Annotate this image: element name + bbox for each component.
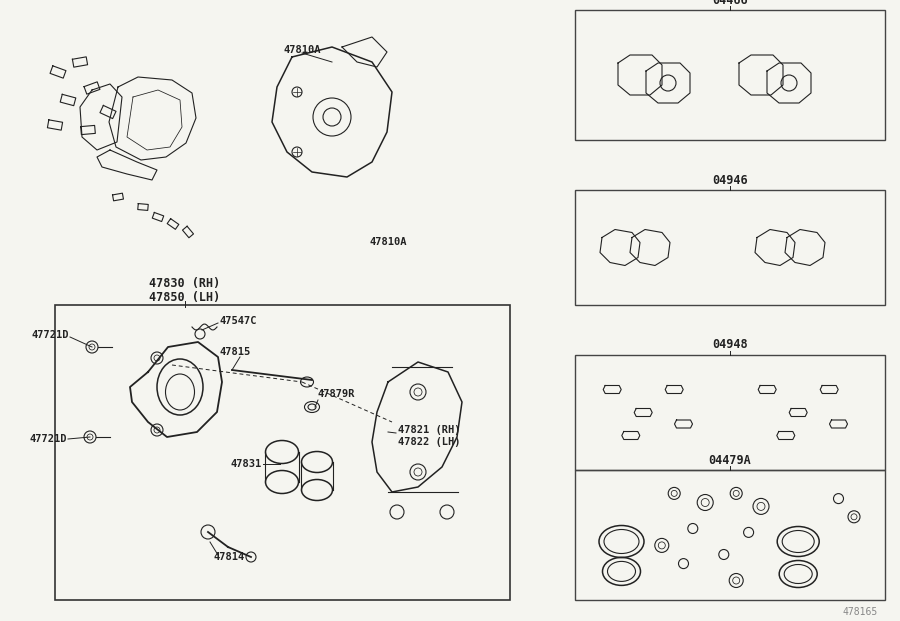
Text: 47850 (LH): 47850 (LH) — [149, 291, 220, 304]
Text: 04948: 04948 — [712, 338, 748, 351]
Bar — [575, 355, 885, 470]
Text: 47815: 47815 — [219, 347, 250, 357]
Text: 47721D: 47721D — [30, 434, 67, 444]
Text: 478165: 478165 — [842, 607, 878, 617]
Text: 47879R: 47879R — [318, 389, 356, 399]
Text: 47721D: 47721D — [32, 330, 69, 340]
Text: 47822 (LH): 47822 (LH) — [398, 437, 461, 447]
Bar — [575, 10, 885, 140]
Text: 47830 (RH): 47830 (RH) — [149, 278, 220, 291]
Text: 04466: 04466 — [712, 0, 748, 6]
Bar — [575, 190, 885, 305]
Text: 04479A: 04479A — [708, 453, 752, 466]
Text: 47810A: 47810A — [284, 45, 320, 55]
Text: 47810A: 47810A — [369, 237, 407, 247]
Text: 47831: 47831 — [230, 459, 262, 469]
Bar — [575, 470, 885, 600]
Bar — [55, 305, 510, 600]
Text: 04946: 04946 — [712, 173, 748, 186]
Text: 47547C: 47547C — [219, 316, 256, 326]
Text: 47814: 47814 — [213, 552, 244, 562]
Text: 47821 (RH): 47821 (RH) — [398, 425, 461, 435]
